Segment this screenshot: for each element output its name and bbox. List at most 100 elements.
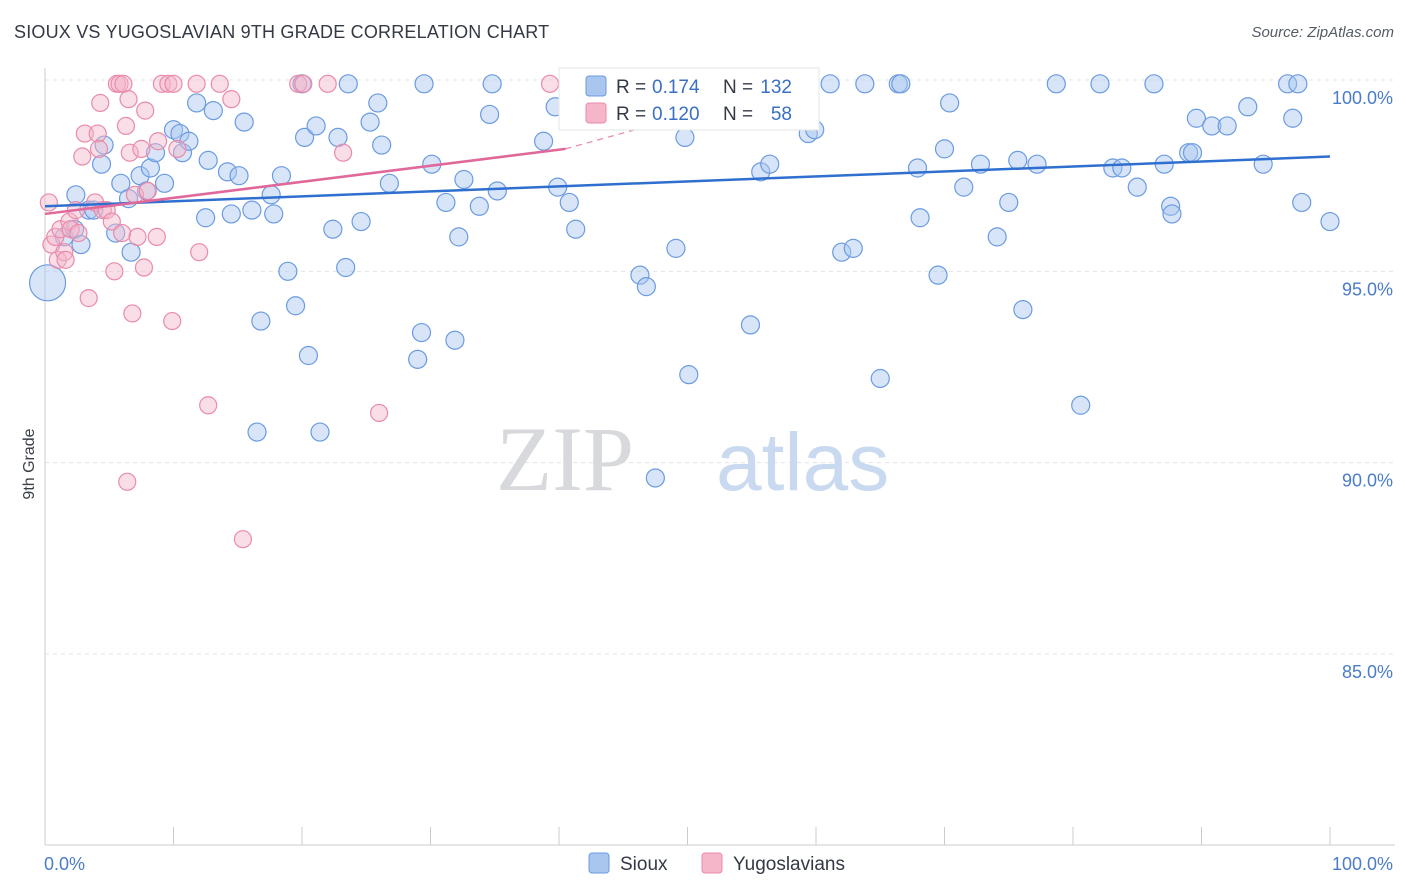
yugoslavian-points <box>39 74 560 549</box>
y-axis-label: 9th Grade <box>21 428 38 499</box>
yugoslavian-point <box>334 143 353 162</box>
sioux-point <box>336 257 356 278</box>
chart-title: SIOUX VS YUGOSLAVIAN 9TH GRADE CORRELATI… <box>14 22 550 42</box>
yugoslavian-point <box>370 403 389 423</box>
watermark-atlas: atlas <box>716 417 889 508</box>
sioux-point <box>28 264 67 302</box>
stats-legend: R = 0.174 N = 132 R = 0.120 N = 58 <box>558 67 820 131</box>
sioux-point <box>298 345 319 366</box>
sioux-point <box>1202 116 1222 136</box>
sioux-point <box>411 322 432 343</box>
sioux-point <box>1186 108 1206 128</box>
sioux-point <box>360 112 380 132</box>
legend-swatch-sioux <box>585 75 607 97</box>
sioux-point <box>1071 395 1091 415</box>
sioux-point <box>449 227 469 247</box>
sioux-point <box>740 315 761 335</box>
sioux-point <box>242 200 262 220</box>
sioux-point <box>1161 196 1181 216</box>
yugoslavian-point <box>138 181 157 201</box>
sioux-point <box>1292 192 1312 213</box>
sioux-point <box>1027 154 1047 174</box>
yugoslavian-point <box>110 74 129 93</box>
sioux-point <box>294 127 315 147</box>
sioux-point <box>999 192 1019 213</box>
sioux-point <box>234 112 254 132</box>
sioux-point <box>368 93 388 113</box>
sioux-point <box>636 277 656 297</box>
sioux-point <box>111 173 131 193</box>
legend-r-value-yugoslavians: 0.120 <box>652 104 700 125</box>
legend-r-value-sioux: 0.174 <box>652 77 700 98</box>
yugoslavian-point <box>190 243 209 262</box>
sioux-point <box>469 196 489 216</box>
yugoslavian-point <box>168 139 187 158</box>
x-tick-labels: 0.0% 100.0% <box>44 854 1393 874</box>
yugoslavian-point <box>89 139 109 158</box>
sioux-point <box>217 162 238 182</box>
sioux-point <box>91 154 112 174</box>
sioux-point <box>247 422 267 442</box>
sioux-point <box>1238 97 1258 117</box>
yugoslavian-point <box>116 116 136 136</box>
sioux-point <box>566 219 586 239</box>
sioux-point <box>264 204 284 224</box>
sioux-point <box>278 261 298 281</box>
sioux-point <box>140 158 160 178</box>
sioux-point <box>934 139 955 159</box>
sioux-point <box>1090 74 1110 94</box>
sioux-point <box>1288 74 1308 94</box>
yugoslavian-point <box>114 74 133 93</box>
yugoslavian-point <box>55 243 74 262</box>
yugoslavian-point <box>39 193 58 212</box>
sioux-point <box>1013 300 1033 320</box>
x-tick-label-0: 0.0% <box>44 854 85 874</box>
sioux-point <box>843 238 863 258</box>
sioux-point <box>372 135 392 155</box>
sioux-point <box>1008 150 1028 170</box>
sioux-trend-line <box>44 155 1331 208</box>
sioux-point <box>954 177 974 197</box>
sioux-point <box>1162 204 1182 224</box>
sioux-point <box>1182 143 1203 163</box>
sioux-point <box>454 169 474 190</box>
yugoslavian-point <box>73 147 92 166</box>
sioux-point <box>1046 74 1066 94</box>
sioux-point <box>987 227 1007 247</box>
sioux-point <box>436 192 456 213</box>
sioux-point <box>832 242 852 262</box>
sioux-point <box>271 166 292 186</box>
yugoslavian-point <box>136 101 155 120</box>
sioux-point <box>251 311 271 331</box>
sioux-point <box>1217 116 1237 136</box>
sioux-point <box>482 74 502 94</box>
sioux-point <box>196 208 216 228</box>
bottom-legend-swatch-sioux <box>588 852 610 874</box>
sioux-point <box>760 154 780 174</box>
sioux-point <box>310 422 330 442</box>
sioux-point <box>145 143 166 163</box>
legend-n-value-sioux: 132 <box>760 77 792 98</box>
sioux-point <box>106 223 126 243</box>
y-tick-label-3: 100.0% <box>1332 88 1393 108</box>
sioux-point <box>306 116 326 136</box>
sioux-point <box>379 173 399 193</box>
y-tick-labels: 85.0% 90.0% 95.0% 100.0% <box>1332 88 1393 682</box>
sioux-point <box>1277 74 1298 94</box>
sioux-point <box>66 185 86 205</box>
sioux-point <box>855 74 875 94</box>
yugoslavian-trend-line <box>44 147 566 216</box>
sioux-point <box>71 234 91 255</box>
legend-n-label-yugoslavians: N = <box>723 104 753 125</box>
sioux-point <box>630 265 650 285</box>
sioux-points <box>28 74 1340 488</box>
legend-swatch-yugoslavians <box>585 102 607 124</box>
sioux-point <box>229 166 249 186</box>
yugoslavian-point <box>233 530 252 549</box>
sioux-point <box>679 365 699 385</box>
yugoslavian-point <box>163 311 182 331</box>
yugoslavian-point <box>289 74 308 93</box>
bottom-legend-sioux: Sioux <box>620 854 668 875</box>
y-tick-label-2: 95.0% <box>1342 279 1393 299</box>
